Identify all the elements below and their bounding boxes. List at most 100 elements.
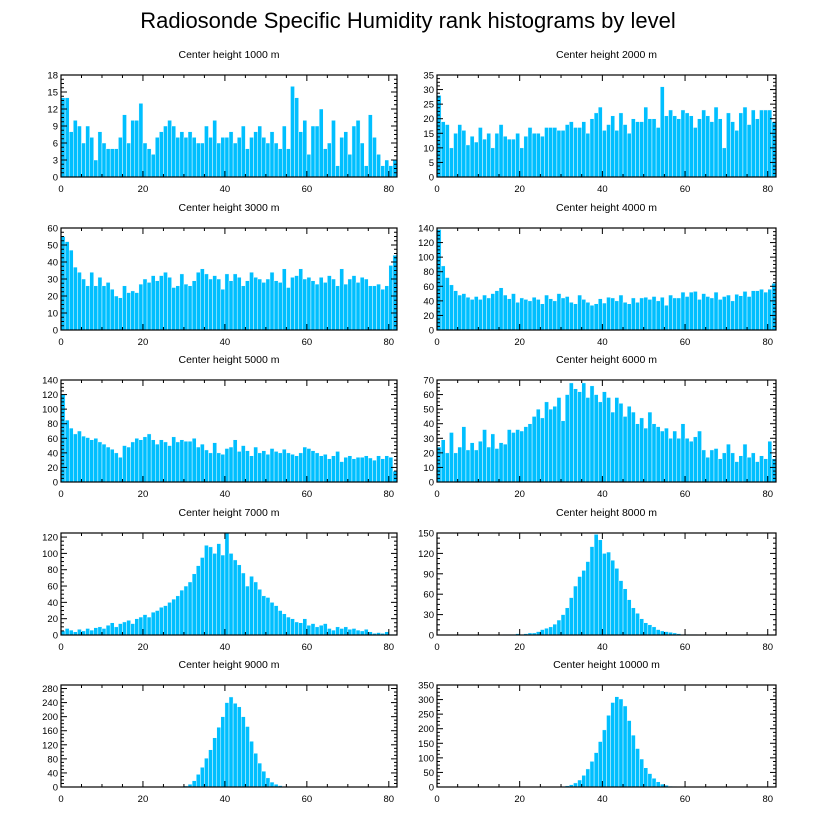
x-tick-label: 0 <box>58 794 63 805</box>
histogram-bar <box>290 618 295 636</box>
histogram-bar <box>179 589 185 636</box>
histogram-bar <box>643 427 649 483</box>
histogram-bar <box>138 103 144 178</box>
x-tick-label: 40 <box>220 184 231 195</box>
histogram-bar <box>253 131 258 178</box>
histogram-bar <box>759 455 764 483</box>
histogram-bar <box>465 144 471 178</box>
histogram-bar <box>81 435 86 483</box>
histogram-bar <box>343 283 349 331</box>
histogram-bar <box>101 443 107 483</box>
x-tick-label: 60 <box>680 337 691 348</box>
panel-title: Center height 3000 m <box>179 202 280 214</box>
histogram-bar <box>622 705 628 788</box>
histogram-bar <box>668 438 673 483</box>
x-tick-label: 0 <box>58 642 63 653</box>
y-tick-label: 0 <box>53 478 58 489</box>
panel-title: Center height 10000 m <box>553 659 660 671</box>
histogram-bar <box>269 781 275 788</box>
histogram-bar <box>351 458 357 483</box>
histogram-bar <box>331 278 336 331</box>
histogram-bar <box>635 302 640 331</box>
histogram-bar <box>684 112 690 178</box>
histogram-bar <box>261 450 267 483</box>
histogram-bar <box>440 121 446 178</box>
histogram-bar <box>298 268 303 331</box>
histogram-bar <box>635 121 640 178</box>
histogram-bar <box>746 296 752 331</box>
histogram-bar <box>294 621 299 636</box>
histogram-bar <box>134 120 140 178</box>
histogram-bar <box>302 446 308 483</box>
histogram-bar <box>763 291 768 331</box>
histogram-bar <box>453 290 458 331</box>
histogram-bar <box>208 452 213 483</box>
histogram-bar <box>282 448 287 483</box>
histogram-bar <box>318 277 324 331</box>
histogram-bar <box>257 452 263 483</box>
histogram-bar <box>77 430 82 483</box>
histogram-bar <box>535 133 541 178</box>
histogram-bar <box>298 131 303 178</box>
histogram-bar <box>236 137 242 178</box>
histogram-bar <box>212 737 217 788</box>
histogram-bar <box>195 565 201 636</box>
histogram-bar <box>351 275 357 331</box>
histogram-bar <box>713 106 719 178</box>
histogram-bar <box>531 133 537 178</box>
histogram-bar <box>376 283 381 331</box>
histogram-bar <box>523 426 529 483</box>
histogram-bar <box>478 440 483 483</box>
histogram-bar <box>122 445 127 483</box>
histogram-bar <box>155 137 160 178</box>
y-tick-label: 50 <box>423 405 434 416</box>
histogram-bar <box>146 282 152 331</box>
panel-title: Center height 9000 m <box>179 659 280 671</box>
histogram-bar <box>635 613 640 636</box>
histogram-bar <box>631 297 636 331</box>
histogram-bar <box>155 280 160 331</box>
histogram-bar <box>606 397 611 483</box>
histogram-bar <box>68 427 74 483</box>
histogram-bar <box>527 423 533 483</box>
histogram-bar <box>208 749 213 788</box>
panel-title: Center height 6000 m <box>556 354 657 366</box>
histogram-bar <box>126 620 131 636</box>
histogram-bar <box>498 124 504 178</box>
histogram-bar <box>126 142 131 178</box>
histogram-bar <box>257 762 263 788</box>
histogram-bar <box>664 305 669 331</box>
histogram-bar <box>722 296 727 331</box>
histogram-bar <box>602 729 607 788</box>
histogram-bar <box>734 461 740 483</box>
histogram-bar <box>109 148 115 178</box>
x-tick-label: 80 <box>384 794 395 805</box>
histogram-bar <box>473 141 479 178</box>
histogram-bar <box>693 127 698 178</box>
histogram-bar <box>717 118 723 178</box>
histogram-bar <box>208 137 213 178</box>
histogram-panel: Center height 8000 m 0 20 40 60 80 0 30 60 90 120 1… <box>418 507 777 653</box>
y-tick-label: 40 <box>47 768 58 779</box>
histogram-bar <box>606 715 611 788</box>
histogram-panel: Center height 10000 m 0 20 40 60 80 0 50 100 150 2… <box>418 659 777 805</box>
histogram-bar <box>97 131 103 178</box>
histogram-bar <box>585 133 591 178</box>
histogram-bar <box>179 439 185 483</box>
histogram-bar <box>306 624 312 636</box>
histogram-bar <box>232 703 238 788</box>
histogram-bar <box>618 698 624 788</box>
histogram-bar <box>622 588 628 636</box>
x-tick-label: 20 <box>138 337 149 348</box>
histogram-bar <box>224 137 230 178</box>
histogram-bar <box>589 761 595 788</box>
x-tick-label: 60 <box>680 489 691 500</box>
histogram-bar <box>560 130 566 178</box>
histogram-bar <box>363 165 369 178</box>
histogram-bar <box>130 290 135 331</box>
histogram-bar <box>581 775 587 788</box>
histogram-bar <box>228 446 234 483</box>
histogram-bar <box>577 294 582 331</box>
histogram-bar <box>457 294 463 331</box>
histogram-bar <box>763 458 768 483</box>
